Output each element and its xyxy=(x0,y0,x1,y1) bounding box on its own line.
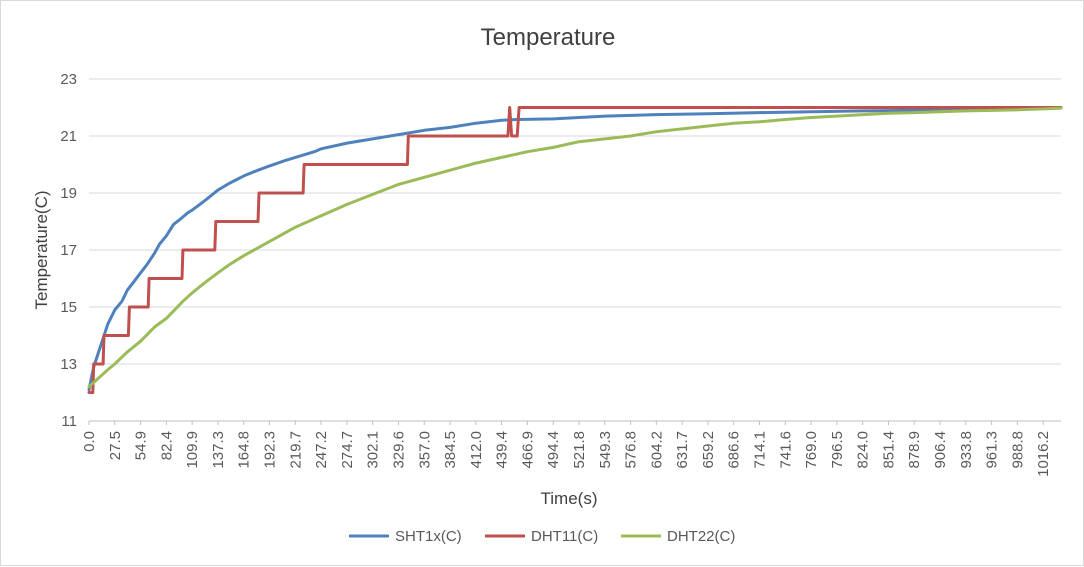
x-tick-label: 659.2 xyxy=(700,431,717,469)
x-tick-label: 247.2 xyxy=(313,431,330,469)
legend-label: DHT22(C) xyxy=(667,528,735,545)
x-tick-label: 412.0 xyxy=(468,431,485,469)
series-line-dht22-c xyxy=(87,106,1063,389)
y-tick-label: 21 xyxy=(60,128,77,145)
y-tick-label: 13 xyxy=(60,356,77,373)
x-tick-label: 466.9 xyxy=(519,431,536,469)
y-tick-label: 15 xyxy=(60,299,77,316)
legend-label: DHT11(C) xyxy=(531,528,598,545)
series-line-dht11-c xyxy=(87,106,1063,394)
y-tick-label: 17 xyxy=(60,242,77,259)
x-tick-label: 988.8 xyxy=(1009,431,1026,469)
x-tick-label: 439.4 xyxy=(494,431,511,469)
x-tick-label: 906.4 xyxy=(932,431,949,469)
x-tick-label: 494.4 xyxy=(545,431,562,469)
x-tick-label: 521.8 xyxy=(571,431,588,469)
y-axis-ticks: 11 13 15 17 19 21 23 xyxy=(60,71,77,430)
x-tick-label: 824.0 xyxy=(855,431,872,469)
y-tick-label: 11 xyxy=(61,413,77,430)
x-tick-label: 137.3 xyxy=(210,431,227,469)
x-tick-label: 27.5 xyxy=(107,431,124,460)
y-tick-label: 19 xyxy=(60,185,77,202)
x-tick-label: 274.7 xyxy=(339,431,356,469)
x-tick-label: 1016.2 xyxy=(1035,431,1052,477)
x-tick-label: 851.4 xyxy=(880,431,897,469)
x-tick-label: 769.0 xyxy=(803,431,820,469)
x-tick-label: 384.5 xyxy=(442,431,459,469)
series-line-sht1x-c xyxy=(87,106,1063,392)
x-tick-label: 54.9 xyxy=(133,431,150,460)
x-tick-label: 357.0 xyxy=(416,431,433,469)
gridlines xyxy=(89,78,1061,422)
x-tick-label: 192.3 xyxy=(262,431,279,469)
x-tick-label: 0.0 xyxy=(81,431,98,452)
x-tick-label: 329.6 xyxy=(390,431,407,469)
x-tick-label: 741.6 xyxy=(777,431,794,469)
x-tick-label: 631.7 xyxy=(674,431,691,469)
x-tick-label: 164.8 xyxy=(236,431,253,469)
legend-label: SHT1x(C) xyxy=(395,528,462,545)
x-tick-label: 576.8 xyxy=(623,431,640,469)
x-tick-label: 714.1 xyxy=(752,431,769,469)
chart-title: Temperature xyxy=(481,24,616,51)
x-tick-label: 878.9 xyxy=(906,431,923,469)
series-lines xyxy=(87,106,1063,394)
x-tick-label: 604.2 xyxy=(648,431,665,469)
x-tick-label: 686.6 xyxy=(726,431,743,469)
x-axis-ticks: 0.0 27.5 54.9 82.4 109.9 137.3 164.8 192.3 219.7… xyxy=(81,421,1052,477)
x-tick-label: 82.4 xyxy=(158,431,175,460)
x-tick-label: 302.1 xyxy=(365,431,382,469)
x-tick-label: 796.5 xyxy=(829,431,846,469)
x-tick-label: 961.3 xyxy=(984,431,1001,469)
y-axis-title: Temperature(C) xyxy=(32,190,51,309)
x-tick-label: 549.3 xyxy=(597,431,614,469)
x-tick-label: 109.9 xyxy=(184,431,201,469)
y-tick-label: 23 xyxy=(60,71,77,88)
x-axis-title: Time(s) xyxy=(541,489,598,508)
x-tick-label: 219.7 xyxy=(287,431,304,469)
x-tick-label: 933.8 xyxy=(958,431,975,469)
legend: SHT1x(C) DHT11(C) DHT22(C) xyxy=(349,528,735,545)
